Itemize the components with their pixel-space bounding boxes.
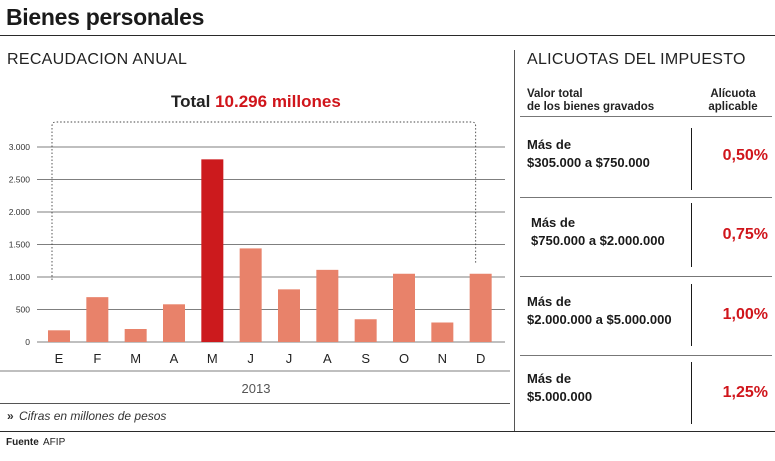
column-header-value-line2: de los bienes gravados	[527, 101, 655, 113]
bar	[469, 273, 492, 342]
x-tick-label: E	[55, 351, 64, 366]
source-name: AFIP	[43, 437, 66, 448]
rate-row-line1: Más de	[527, 137, 572, 152]
rate-row: Más de $305.000 a $750.000 0,50%	[520, 126, 770, 192]
bar	[163, 304, 185, 342]
chart-bottom-rule	[0, 403, 510, 404]
rate-row-label: Más de $305.000 a $750.000	[527, 136, 650, 172]
rate-table-top-rule	[520, 116, 772, 117]
total-amount: 10.296 millones	[215, 92, 341, 111]
source-label: Fuente	[6, 437, 39, 448]
rate-row-label: Más de $750.000 a $2.000.000	[531, 214, 665, 250]
rate-row-line2: $2.000.000 a $5.000.000	[527, 312, 672, 327]
column-header-rate-line2: aplicable	[708, 101, 758, 113]
rate-row-divider	[691, 128, 692, 190]
header-rule	[0, 35, 775, 36]
bar	[316, 269, 339, 342]
y-tick-label: 500	[16, 305, 30, 315]
rate-row-label: Más de $5.000.000	[527, 370, 592, 406]
x-tick-label: N	[438, 351, 447, 366]
page-title: Bienes personales	[6, 4, 205, 30]
rate-row-line1: Más de	[531, 215, 576, 230]
rate-row-separator	[520, 355, 772, 356]
rate-value: 1,25%	[722, 384, 768, 401]
rate-row-line1: Más de	[527, 294, 572, 309]
y-tick-label: 2.500	[9, 175, 31, 185]
bar	[278, 289, 300, 342]
rate-row-separator	[520, 276, 772, 277]
rate-row: Más de $2.000.000 a $5.000.000 1,00%	[520, 282, 770, 348]
rate-row: Más de $5.000.000 1,25%	[520, 360, 770, 426]
column-header-value: Valor total de los bienes gravados	[527, 88, 654, 114]
x-tick-label: S	[361, 351, 370, 366]
x-tick-label: F	[93, 351, 101, 366]
bar	[354, 319, 377, 342]
x-tick-label: J	[286, 351, 293, 366]
rate-row-divider	[691, 362, 692, 424]
rate-value: 0,50%	[722, 147, 768, 164]
bar	[201, 159, 224, 342]
column-header-rate-line1: Alícuota	[710, 88, 756, 100]
footer-rule	[0, 431, 775, 432]
bar	[431, 322, 454, 342]
panel-divider	[514, 50, 515, 431]
rate-row-divider	[691, 284, 692, 346]
x-tick-label: M	[130, 351, 141, 366]
rate-value: 0,75%	[722, 226, 768, 243]
y-tick-label: 1.500	[9, 240, 31, 250]
bar-chart: 0 500 1.000 1.500 2.000 2.500 3.000 E F M A M J J A S O N…	[0, 121, 510, 396]
chart-total: Total 10.296 millones	[171, 92, 341, 112]
rate-row-line2: $305.000 a $750.000	[527, 155, 650, 170]
x-tick-label: D	[476, 351, 485, 366]
rate-value: 1,00%	[722, 306, 768, 323]
rate-row-label: Más de $2.000.000 a $5.000.000	[527, 293, 672, 329]
rate-row-separator	[520, 197, 772, 198]
rate-row-line1: Más de	[527, 371, 572, 386]
x-tick-label: J	[247, 351, 254, 366]
y-tick-label: 3.000	[9, 142, 31, 152]
rate-row-line2: $750.000 a $2.000.000	[531, 233, 665, 248]
bar	[239, 248, 262, 342]
x-tick-label: O	[399, 351, 409, 366]
column-header-rate: Alícuota aplicable	[703, 88, 763, 114]
note-text: Cifras en millones de pesos	[19, 409, 167, 423]
rate-row-line2: $5.000.000	[527, 389, 593, 404]
column-header-value-line1: Valor total	[527, 88, 583, 100]
right-panel-title: ALICUOTAS DEL IMPUESTO	[527, 51, 746, 68]
note-marker: »	[7, 409, 14, 423]
bar	[48, 330, 70, 342]
bar	[393, 273, 415, 342]
y-tick-label: 0	[25, 337, 30, 347]
rate-row: Más de $750.000 a $2.000.000 0,75%	[520, 203, 770, 269]
x-tick-label: A	[170, 351, 179, 366]
total-prefix: Total	[171, 92, 211, 111]
bar	[86, 297, 109, 342]
total-bracket	[51, 121, 477, 280]
chart-note: » Cifras en millones de pesos	[7, 409, 166, 423]
rate-row-divider	[691, 203, 692, 267]
bar	[124, 329, 147, 342]
x-tick-label: A	[323, 351, 332, 366]
x-tick-label: M	[207, 351, 218, 366]
left-panel-title: RECAUDACION ANUAL	[7, 51, 188, 68]
x-axis-label: 2013	[242, 381, 271, 396]
y-tick-label: 2.000	[9, 207, 31, 217]
y-tick-label: 1.000	[9, 272, 31, 282]
source-credit: Fuente AFIP	[6, 437, 65, 448]
